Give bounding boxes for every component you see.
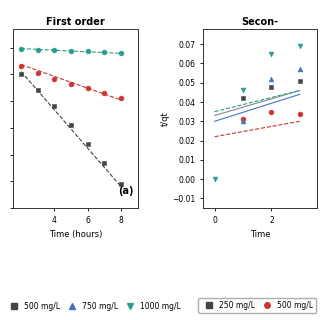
Y-axis label: t/qt: t/qt [161,111,170,126]
Title: First order: First order [46,17,105,27]
Text: (a): (a) [118,186,134,196]
Legend: 250 mg/L, 500 mg/L: 250 mg/L, 500 mg/L [198,298,316,313]
X-axis label: Time (hours): Time (hours) [49,230,102,239]
Legend: 500 mg/L, 750 mg/L, 1000 mg/L: 500 mg/L, 750 mg/L, 1000 mg/L [4,300,183,313]
X-axis label: Time: Time [250,230,270,239]
Title: Secon-: Secon- [242,17,279,27]
